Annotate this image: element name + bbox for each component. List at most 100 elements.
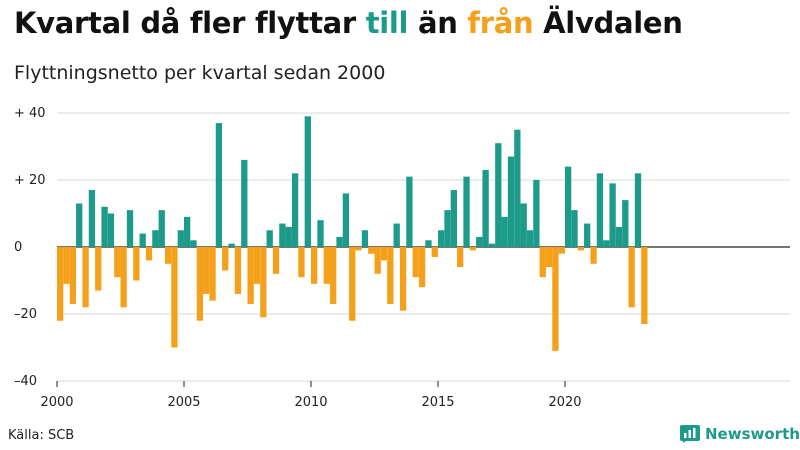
bar [431, 247, 438, 258]
bar [622, 200, 629, 247]
bar [241, 159, 248, 247]
bar [577, 247, 584, 251]
bar [457, 247, 464, 268]
bar [133, 247, 140, 281]
bar [514, 129, 521, 247]
bar [228, 243, 235, 247]
bar [203, 247, 210, 294]
bar [380, 247, 388, 261]
bar [406, 176, 413, 247]
bar [247, 247, 254, 304]
bar [145, 247, 153, 261]
bar [571, 210, 578, 247]
bar [349, 247, 356, 321]
bar [260, 247, 267, 318]
bar [139, 233, 146, 247]
source-note: Källa: SCB [8, 428, 75, 443]
bar [63, 247, 70, 284]
bar [552, 247, 559, 351]
bar [126, 210, 134, 247]
bar [444, 210, 451, 247]
bar [279, 223, 286, 247]
bar [330, 247, 337, 304]
bar [323, 247, 330, 284]
newsworthy-logo-icon [680, 425, 700, 443]
bar [317, 220, 324, 247]
title-part-1: Kvartal då fler flyttar [14, 6, 366, 40]
title-part-2: än [408, 6, 468, 40]
bar [450, 190, 457, 247]
bar [69, 247, 76, 304]
bar [164, 247, 172, 264]
bar [526, 230, 534, 247]
bar [298, 247, 305, 278]
bar [488, 243, 496, 247]
bar [374, 247, 381, 274]
bar [596, 173, 604, 247]
bar [336, 236, 343, 247]
bar [387, 247, 394, 304]
y-tick-label: –20 [14, 307, 37, 322]
bar [88, 190, 96, 247]
chart-subtitle: Flyttningsnetto per kvartal sedan 2000 [14, 62, 386, 84]
bar [418, 247, 426, 288]
bar [107, 213, 115, 247]
bar [222, 247, 229, 271]
bar [114, 247, 121, 278]
y-tick-label: 0 [14, 240, 22, 255]
bar [285, 226, 292, 247]
x-tick-label: 2015 [421, 395, 454, 410]
x-axis-ticks: 2000 2005 2010 2015 2020 [40, 381, 582, 410]
bar [209, 247, 216, 301]
bar [190, 240, 197, 247]
y-tick-label: –40 [14, 374, 37, 389]
bar [234, 247, 242, 294]
bar [177, 230, 184, 247]
bar [609, 183, 616, 247]
bar [272, 247, 280, 274]
bar [634, 173, 642, 247]
bar [533, 180, 540, 247]
bar [304, 116, 311, 247]
bar [291, 173, 299, 247]
bar [482, 169, 489, 247]
bar [57, 247, 64, 321]
bar [507, 156, 515, 247]
bar [158, 210, 165, 247]
bar [641, 247, 648, 325]
bar [76, 203, 83, 247]
brand-name: Newsworthy [705, 425, 800, 443]
bar [95, 247, 102, 291]
bar [495, 143, 502, 247]
bar [412, 247, 419, 278]
bar [361, 230, 369, 247]
y-tick-label: + 40 [14, 106, 46, 121]
bar [584, 223, 591, 247]
x-tick-label: 2010 [294, 395, 327, 410]
bar [463, 176, 470, 247]
title-part-3: Älvdalen [533, 6, 683, 40]
bar [469, 247, 477, 251]
chart-title: Kvartal då fler flyttar till än från Älv… [14, 6, 683, 40]
title-word-fran: från [467, 6, 534, 40]
bar [184, 216, 191, 247]
x-tick-label: 2005 [167, 395, 200, 410]
x-tick-label: 2020 [548, 395, 581, 410]
bar [393, 223, 400, 247]
bar [82, 247, 89, 308]
bar [342, 193, 350, 247]
bar [253, 247, 261, 284]
bar [628, 247, 635, 308]
bar [425, 240, 432, 247]
bar [120, 247, 127, 308]
brand-logo: Newsworthy [680, 425, 800, 443]
bar [539, 247, 546, 278]
bar [438, 230, 445, 247]
bar [603, 240, 610, 247]
bar [215, 123, 223, 247]
bar [152, 230, 159, 247]
bars [57, 116, 648, 351]
bar [196, 247, 203, 321]
bar [266, 230, 273, 247]
